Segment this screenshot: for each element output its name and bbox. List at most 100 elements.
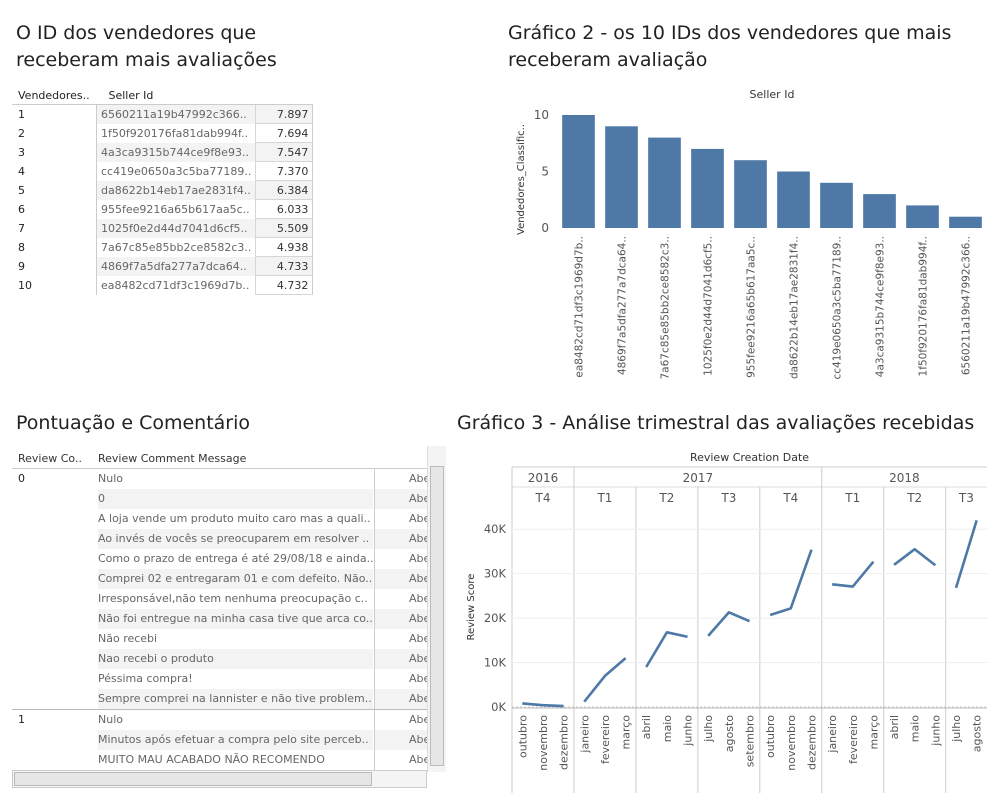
- comment-message-cell: Comprei 02 e entregaram 01 e com defeito…: [98, 569, 373, 589]
- list-item[interactable]: Péssima compra! Abe: [12, 669, 427, 689]
- y-axis-title: Review Score: [466, 574, 477, 641]
- bar: [949, 216, 982, 228]
- truncated-column-cell: Abe: [374, 469, 427, 489]
- col-header-seller[interactable]: Seller Id: [96, 86, 256, 105]
- sheet2-title: Gráfico 2 - os 10 IDs dos vendedores que…: [508, 22, 952, 71]
- comment-message-cell: Péssima compra!: [98, 672, 193, 685]
- series-line: [707, 611, 751, 637]
- y-tick-label: 5: [541, 165, 549, 179]
- col-header-comment-message[interactable]: Review Comment Message: [98, 452, 247, 465]
- list-item[interactable]: Não recebi Abe: [12, 629, 427, 649]
- y-tick-label: 0K: [491, 700, 506, 714]
- list-item[interactable]: A loja vende um produto muito caro mas a…: [12, 509, 427, 529]
- seller-id-cell[interactable]: 7a67c85e85bb2ce8582c3..: [95, 237, 256, 257]
- list-item[interactable]: Comprei 02 e entregaram 01 e com defeito…: [12, 569, 427, 589]
- list-item[interactable]: Sempre comprei na lannister e não tive p…: [12, 689, 427, 709]
- month-label: dezembro: [558, 715, 571, 770]
- bar: [777, 171, 810, 228]
- seller-id-cell[interactable]: 4a3ca9315b744ce9f8e93..: [95, 142, 256, 162]
- rank-cell: 7: [18, 221, 25, 235]
- horizontal-scrollbar[interactable]: [12, 770, 427, 788]
- table-row: 7 1025f0e2d44d7041d6cf5.. 5.509: [12, 218, 314, 238]
- ranking-value-cell[interactable]: 5.509: [255, 218, 314, 238]
- col-header-review-score[interactable]: Review Co..: [18, 452, 82, 465]
- col-header-value: [255, 86, 313, 105]
- y-axis-title: Vendedores_Classific..: [516, 124, 527, 235]
- col-header-rank[interactable]: Vendedores..: [12, 86, 97, 105]
- series-line: [522, 702, 564, 708]
- rank-cell: 6: [18, 202, 25, 216]
- sheet4-title: Gráfico 3 - Análise trimestral das avali…: [457, 412, 975, 434]
- comment-message-cell: Não recebi: [98, 632, 158, 645]
- truncated-column-cell: Abe: [374, 549, 427, 569]
- rank-cell: 5: [18, 183, 25, 197]
- comment-table-body: 0NuloAbe0AbeA loja vende um produto muit…: [12, 469, 427, 770]
- list-item[interactable]: 0 Nulo Abe: [12, 469, 427, 489]
- comment-table-header: Review Co.. Review Comment Message: [12, 452, 427, 469]
- y-tick-label: 30K: [484, 567, 507, 581]
- y-tick-label: 40K: [484, 522, 507, 536]
- month-label: novembro: [785, 715, 798, 771]
- list-item[interactable]: Ao invés de vocês se preocuparem em reso…: [12, 529, 427, 549]
- rank-cell: 1: [18, 107, 25, 121]
- review-score-cell: 0: [18, 472, 25, 485]
- quarter-header: T3: [720, 491, 736, 505]
- month-label: março: [620, 715, 633, 750]
- x-tick-label: da8622b14eb17ae2831f4..: [789, 236, 801, 379]
- rank-cell: 10: [18, 278, 32, 292]
- ranking-value-cell[interactable]: 7.370: [255, 161, 314, 181]
- truncated-column-cell: Abe: [374, 629, 427, 649]
- list-item[interactable]: 0Abe: [12, 489, 427, 509]
- x-tick-label: cc419e0650a3c5ba77189..: [832, 236, 844, 380]
- list-item[interactable]: 1 Nulo Abe: [12, 709, 427, 730]
- bar: [863, 194, 896, 228]
- list-item[interactable]: Nao recebi o produtoAbe: [12, 649, 427, 669]
- list-item[interactable]: Minutos após efetuar a compra pelo site …: [12, 730, 427, 750]
- ranking-value-cell[interactable]: 7.897: [255, 104, 314, 124]
- list-item[interactable]: Irresponsável,não tem nenhuma preocupaçã…: [12, 589, 427, 609]
- comment-message-cell: A loja vende um produto muito caro mas a…: [98, 512, 371, 525]
- comment-table: Review Co.. Review Comment Message 0 Nulo…: [12, 452, 427, 770]
- vertical-scrollbar[interactable]: [427, 446, 446, 772]
- truncated-column-cell: Abe: [374, 710, 427, 730]
- ranking-value-cell[interactable]: 6.033: [255, 199, 314, 219]
- series-line: [954, 519, 978, 589]
- ranking-value-cell[interactable]: 7.547: [255, 142, 314, 162]
- y-tick-label: 10: [534, 108, 549, 122]
- bar: [562, 115, 595, 228]
- list-item[interactable]: MUITO MAU ACABADO NÃO RECOMENDO Abe: [12, 750, 427, 770]
- seller-id-cell[interactable]: 1f50f920176fa81dab994f..: [95, 123, 256, 143]
- table-row: 10 ea8482cd71df3c1969d7b.. 4.732: [12, 275, 314, 295]
- seller-id-cell[interactable]: ea8482cd71df3c1969d7b..: [95, 275, 256, 295]
- vertical-scrollbar-thumb[interactable]: [430, 466, 444, 766]
- month-label: junho: [929, 715, 942, 747]
- year-header: 2016: [528, 471, 559, 485]
- y-tick-label: 20K: [484, 611, 507, 625]
- seller-id-cell[interactable]: 955fee9216a65b617aa5c..: [95, 199, 256, 219]
- seller-id-cell[interactable]: cc419e0650a3c5ba77189..: [95, 161, 256, 181]
- x-tick-label: 4869f7a5dfa277a7dca64..: [617, 236, 629, 375]
- series-line: [893, 547, 937, 567]
- rank-cell: 8: [18, 240, 25, 254]
- seller-id-cell[interactable]: 6560211a19b47992c366..: [95, 104, 256, 124]
- horizontal-scrollbar-thumb[interactable]: [14, 772, 372, 786]
- list-item[interactable]: Como o prazo de entrega é até 29/08/18 e…: [12, 549, 427, 569]
- series-line: [645, 631, 688, 668]
- seller-id-cell[interactable]: da8622b14eb17ae2831f4..: [95, 180, 256, 200]
- ranking-value-cell[interactable]: 6.384: [255, 180, 314, 200]
- bar-chart: Seller Id Vendedores_Classific.. 0 5 10 ea848…: [516, 88, 982, 380]
- x-tick-label: 1025f0e2d44d7041d6cf5..: [703, 236, 715, 376]
- bar: [691, 148, 724, 228]
- seller-id-cell[interactable]: 1025f0e2d44d7041d6cf5..: [95, 218, 256, 238]
- ranking-value-cell[interactable]: 4.733: [255, 256, 314, 276]
- list-item[interactable]: Não foi entregue na minha casa tive que …: [12, 609, 427, 629]
- ranking-value-cell[interactable]: 7.694: [255, 123, 314, 143]
- seller-id-cell[interactable]: 4869f7a5dfa277a7dca64..: [95, 256, 256, 276]
- month-label: junho: [682, 715, 695, 747]
- quarter-header: T1: [844, 491, 860, 505]
- x-tick-label: ea8482cd71df3c1969d7b..: [574, 236, 586, 378]
- ranking-value-cell[interactable]: 4.732: [255, 275, 314, 295]
- table-row: 9 4869f7a5dfa277a7dca64.. 4.733: [12, 256, 314, 276]
- truncated-column-cell: Abe: [374, 589, 427, 609]
- ranking-value-cell[interactable]: 4.938: [255, 237, 314, 257]
